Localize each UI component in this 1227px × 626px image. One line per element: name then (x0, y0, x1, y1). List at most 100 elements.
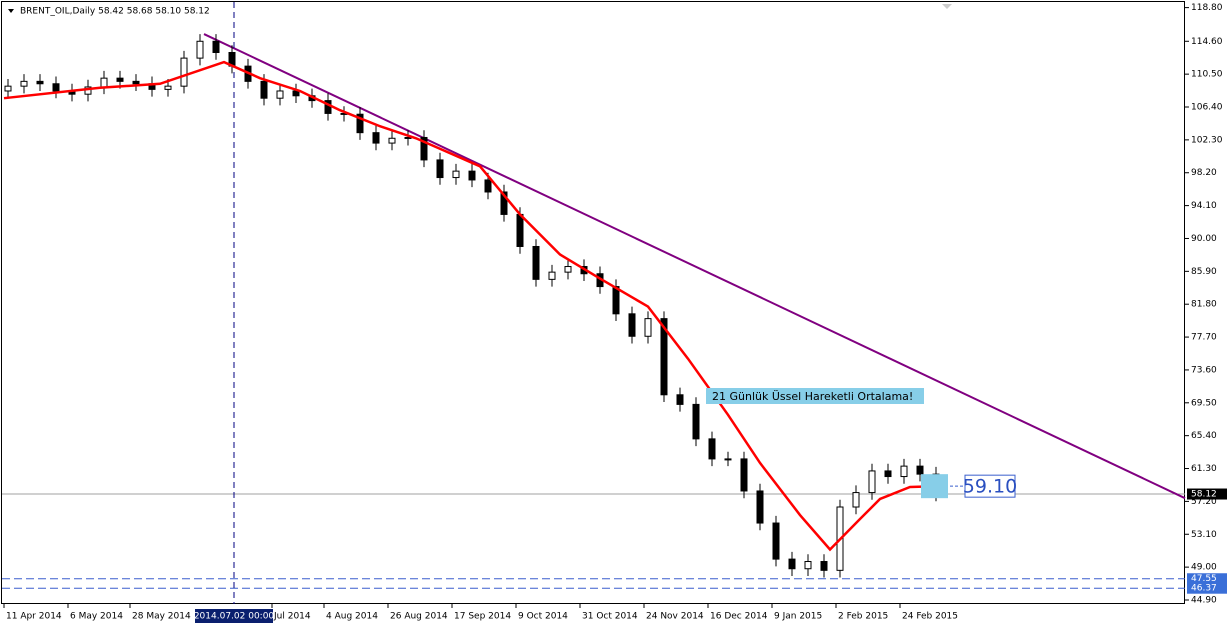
x-tick-label: 17 Sep 2014 (454, 612, 511, 622)
x-tick-label: Jul 2014 (273, 612, 311, 622)
candle-body (452, 170, 460, 179)
candle-body (612, 286, 620, 315)
candle-body (212, 40, 220, 54)
candle-body (116, 77, 124, 82)
price-axis-box (1187, 573, 1227, 585)
candle-body (164, 85, 172, 90)
y-tick-label: 69.50 (1191, 398, 1217, 408)
scroll-marker (942, 4, 952, 9)
y-tick-label: 118.80 (1191, 3, 1223, 13)
candle-body (852, 492, 860, 508)
candle-body (916, 465, 924, 475)
price-label: 59.10 (963, 476, 1017, 498)
candle-body (100, 77, 108, 88)
x-tick-label: 11 Apr 2014 (6, 612, 62, 622)
x-tick-label: 28 May 2014 (132, 612, 191, 622)
y-tick-label: 53.10 (1191, 530, 1217, 540)
ema-line (3, 60, 941, 552)
candle-body (628, 313, 636, 337)
candle-body (500, 191, 508, 215)
y-tick-label: 102.30 (1191, 135, 1223, 145)
candle-body (772, 522, 780, 560)
candle-body (708, 438, 716, 460)
x-tick-label: 9 Oct 2014 (518, 612, 568, 622)
crosshair-label: 2014.07.02 00:00 (194, 612, 275, 622)
candle-body (660, 318, 668, 396)
x-tick-label: 24 Nov 2014 (646, 612, 704, 622)
menu-arrow (8, 9, 14, 13)
candle-body (404, 136, 412, 139)
candle-body (516, 213, 524, 247)
candle-body (180, 57, 188, 87)
candle-body (900, 465, 908, 478)
trend-line (203, 33, 1186, 500)
y-tick-label: 98.20 (1191, 168, 1217, 178)
price-marker (921, 474, 948, 499)
candle-body (132, 80, 140, 85)
crosshair-label-box (195, 609, 273, 623)
candle-body (740, 458, 748, 492)
candle-body (20, 80, 28, 87)
candle-body (292, 90, 300, 97)
candle-body (196, 40, 204, 59)
y-tick-label: 61.30 (1191, 464, 1217, 474)
x-tick-label: 4 Aug 2014 (326, 612, 378, 622)
candle-body (804, 561, 812, 570)
y-tick-label: 77.70 (1191, 333, 1217, 343)
candle-body (820, 561, 828, 571)
candle-body (548, 271, 556, 280)
chart-title: BRENT_OIL,Daily 58.42 58.68 58.10 58.12 (20, 7, 210, 17)
x-tick-label: 24 Feb 2015 (902, 612, 958, 622)
y-tick-label: 90.00 (1191, 234, 1217, 244)
y-tick-label: 81.80 (1191, 300, 1217, 310)
x-tick-label: 6 May 2014 (70, 612, 123, 622)
price-axis-box (1187, 488, 1227, 500)
candle-body (36, 80, 44, 85)
x-tick-label: 26 Aug 2014 (390, 612, 448, 622)
y-tick-label: 57.20 (1191, 497, 1217, 507)
candle-body (4, 85, 12, 92)
annotation-box (706, 388, 924, 404)
plot-border (1, 1, 1185, 604)
candle-body (52, 83, 60, 92)
y-tick-label: 65.40 (1191, 431, 1217, 441)
price-axis-label: 58.12 (1191, 490, 1217, 500)
candle-body (436, 159, 444, 179)
candle-body (484, 179, 492, 193)
candle-body (868, 470, 876, 494)
y-tick-label: 114.60 (1191, 37, 1223, 47)
candle-body (260, 80, 268, 99)
candle-body (276, 90, 284, 99)
annotation: 21 Günlük Üssel Hareketli Ortalama! (712, 390, 913, 403)
x-tick-label: 9 Jan 2015 (774, 612, 822, 622)
x-tick-label: 31 Oct 2014 (582, 612, 638, 622)
y-tick-label: 73.60 (1191, 365, 1217, 375)
y-tick-label: 44.90 (1191, 595, 1217, 605)
price-axis-label: 46.37 (1191, 584, 1217, 594)
y-tick-label: 85.90 (1191, 267, 1217, 277)
candle-body (724, 458, 732, 461)
candle-body (884, 470, 892, 478)
price-label-box (964, 474, 1016, 498)
candle-body (676, 394, 684, 405)
x-tick-label: 2 Feb 2015 (838, 612, 888, 622)
y-tick-label: 49.00 (1191, 563, 1217, 573)
candle-body (564, 266, 572, 273)
y-tick-label: 94.10 (1191, 201, 1217, 211)
candle-body (388, 137, 396, 144)
candle-body (468, 170, 476, 181)
candle-body (372, 132, 380, 144)
y-tick-label: 106.40 (1191, 103, 1223, 113)
price-axis-label: 47.55 (1191, 574, 1217, 584)
candle-body (356, 113, 364, 134)
x-tick-label: 16 Dec 2014 (710, 612, 768, 622)
candle-body (756, 490, 764, 524)
y-tick-label: 110.50 (1191, 70, 1223, 80)
price-axis-box (1187, 582, 1227, 594)
candle-body (788, 558, 796, 570)
candle-body (420, 136, 428, 161)
candle-body (532, 245, 540, 280)
candle-body (644, 318, 652, 337)
candle-body (692, 403, 700, 440)
